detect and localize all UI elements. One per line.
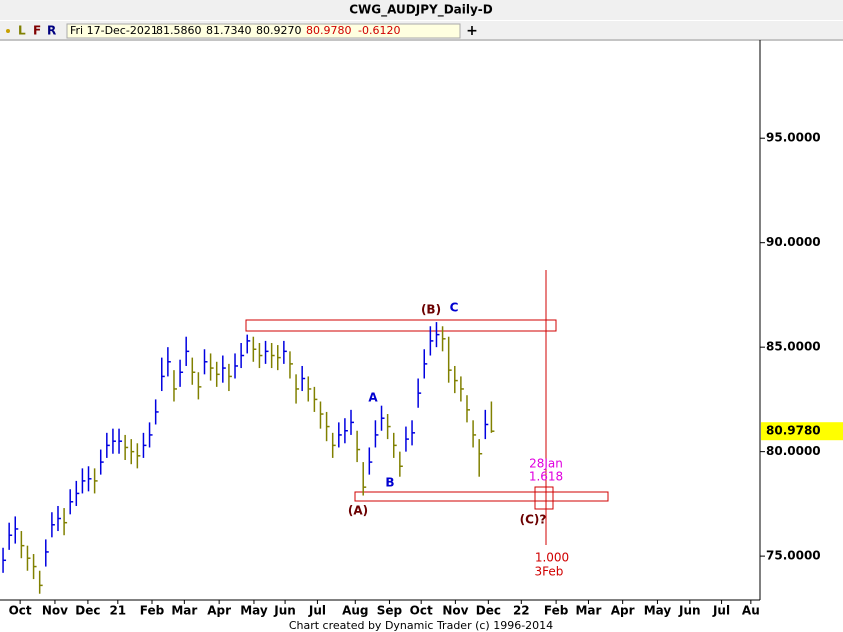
- add-button[interactable]: +: [466, 23, 478, 39]
- x-tick-label: Mar: [171, 604, 197, 618]
- x-tick-label: Oct: [410, 604, 433, 618]
- wave-label: 1.000: [535, 551, 569, 565]
- x-tick-label: Apr: [611, 604, 635, 618]
- info-high: 81.7340: [206, 24, 252, 37]
- zone-box: [354, 491, 609, 502]
- x-tick-label: Nov: [442, 604, 468, 618]
- dot: [6, 29, 10, 33]
- x-tick-label: Oct: [9, 604, 32, 618]
- info-open: 81.5860: [156, 24, 202, 37]
- y-tick-label: 85.0000: [766, 340, 821, 354]
- x-tick-label: Feb: [140, 604, 165, 618]
- y-tick-label: 80.0000: [766, 444, 821, 458]
- x-tick-label: Jun: [678, 604, 701, 618]
- x-tick-label: Au: [742, 604, 760, 618]
- title-bar: [0, 0, 843, 20]
- wave-label: B: [385, 476, 394, 490]
- x-tick-label: May: [240, 604, 268, 618]
- y-tick-label: 95.0000: [766, 131, 821, 145]
- toolbar-r[interactable]: R: [47, 24, 56, 38]
- info-change: -0.6120: [358, 24, 400, 37]
- info-low: 80.9270: [256, 24, 302, 37]
- last-price-box: [761, 422, 843, 441]
- wave-label: 28Jan: [529, 457, 563, 471]
- x-tick-label: Jun: [273, 604, 296, 618]
- x-tick-label: Sep: [377, 604, 403, 618]
- x-tick-label: May: [644, 604, 672, 618]
- x-tick-label: Aug: [342, 604, 368, 618]
- footer: Chart created by Dynamic Trader (c) 1996…: [289, 619, 553, 632]
- wave-label: A: [368, 391, 378, 405]
- x-tick-label: 21: [109, 604, 126, 618]
- info-date: Fri 17-Dec-2021: [70, 24, 158, 37]
- x-tick-label: 22: [513, 604, 530, 618]
- y-tick-label: 75.0000: [766, 549, 821, 563]
- toolbar-l[interactable]: L: [18, 24, 26, 38]
- toolbar-f[interactable]: F: [33, 24, 41, 38]
- x-tick-label: Dec: [75, 604, 100, 618]
- wave-label: 3Feb: [535, 565, 564, 579]
- x-tick-label: Feb: [544, 604, 569, 618]
- x-tick-label: Mar: [575, 604, 601, 618]
- wave-label: C: [450, 301, 459, 315]
- wave-label: (C)?: [520, 513, 547, 527]
- last-price-label: 80.9780: [766, 424, 821, 438]
- wave-label: (A): [348, 504, 368, 518]
- x-tick-label: Apr: [207, 604, 231, 618]
- x-tick-label: Jul: [712, 604, 730, 618]
- info-close: 80.9780: [306, 24, 352, 37]
- x-tick-label: Dec: [476, 604, 501, 618]
- zone-box: [245, 319, 557, 332]
- wave-label: 1.618: [529, 470, 563, 484]
- y-tick-label: 90.0000: [766, 235, 821, 249]
- target-box: [534, 486, 554, 510]
- x-tick-label: Nov: [42, 604, 68, 618]
- info-box: [66, 23, 461, 39]
- chart-title: CWG_AUDJPY_Daily-D: [349, 3, 493, 18]
- x-tick-label: Jul: [308, 604, 326, 618]
- wave-label: (B): [421, 303, 441, 317]
